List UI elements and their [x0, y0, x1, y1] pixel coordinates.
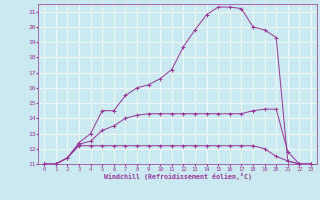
X-axis label: Windchill (Refroidissement éolien,°C): Windchill (Refroidissement éolien,°C) — [104, 173, 252, 180]
